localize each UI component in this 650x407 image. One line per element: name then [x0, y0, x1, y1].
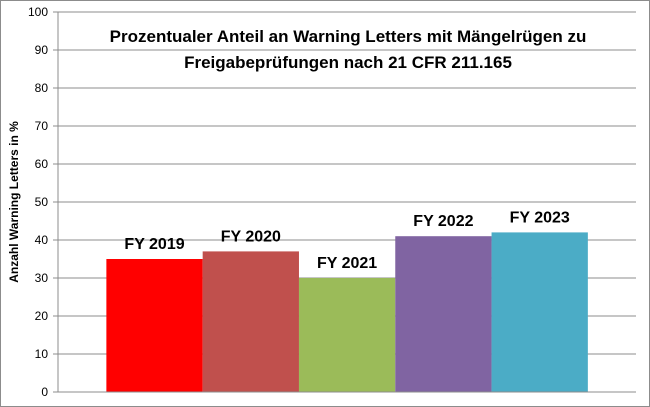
y-tick-label: 10	[35, 347, 49, 361]
y-tick-label: 20	[35, 309, 49, 323]
bars	[106, 232, 588, 392]
y-tick-label: 0	[41, 385, 48, 399]
bar-fy-2021	[298, 278, 396, 392]
bar-label: FY 2020	[221, 228, 281, 245]
y-tick-label: 70	[35, 119, 49, 133]
bar-label: FY 2019	[124, 236, 184, 253]
y-tick-label: 50	[35, 195, 49, 209]
y-tick-label: 40	[35, 233, 49, 247]
y-tick-label: 90	[35, 43, 49, 57]
y-tick-labels: 0 10 20 30 40 50 60 70 80 90 100	[28, 5, 48, 399]
chart-title-line-1: Prozentualer Anteil an Warning Letters m…	[110, 27, 587, 46]
bar-fy-2022	[395, 236, 492, 392]
bar-fy-2019	[106, 259, 203, 392]
y-tick-label: 30	[35, 271, 49, 285]
chart-title-line-2: Freigabeprüfungen nach 21 CFR 211.165	[184, 53, 512, 72]
bar-label: FY 2023	[510, 209, 570, 226]
bar-label: FY 2022	[413, 213, 473, 230]
bar-labels: FY 2019 FY 2020 FY 2021 FY 2022 FY 2023	[124, 209, 569, 272]
y-tick-label: 100	[28, 5, 48, 19]
bar-fy-2020	[202, 251, 299, 392]
bar-fy-2023	[491, 232, 588, 392]
bar-label: FY 2021	[317, 255, 377, 272]
y-tick-label: 80	[35, 81, 49, 95]
y-tick-label: 60	[35, 157, 49, 171]
y-axis-title: Anzahl Warning Letters in %	[7, 121, 21, 283]
